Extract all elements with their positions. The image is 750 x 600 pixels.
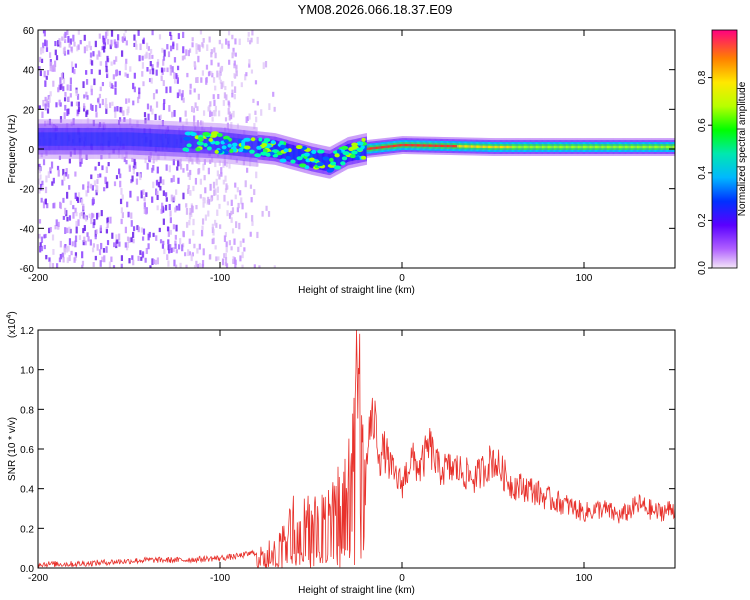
y-tick-label: 0: [28, 145, 34, 156]
spectrogram-heatmap: [38, 30, 675, 268]
x-tick-label: -200: [28, 273, 48, 284]
colorbar: [711, 29, 738, 269]
x-axis-label: Height of straight line (km): [298, 585, 415, 596]
colorbar-tick-label: 0.4: [697, 165, 708, 179]
x-tick-label: -100: [210, 273, 230, 284]
colorbar-tick-label: 0.2: [697, 213, 708, 227]
y-tick-label: 60: [23, 26, 35, 37]
x-tick-label: 100: [576, 273, 593, 284]
y-axis-label: SNR (10 * v/v): [7, 417, 18, 481]
x-tick-label: -100: [210, 573, 230, 584]
y-tick-label: 0.4: [20, 485, 34, 496]
y-tick-label: 0.0: [20, 564, 34, 575]
x-tick-label: -200: [28, 573, 48, 584]
colorbar-tick-label: 0.8: [697, 70, 708, 84]
y-tick-label: 20: [23, 105, 35, 116]
colorbar-tick-label: 0.0: [697, 261, 708, 275]
x-tick-label: 100: [576, 573, 593, 584]
y-tick-label: 1.0: [20, 366, 34, 377]
x-axis-label: Height of straight line (km): [298, 285, 415, 296]
x-tick-label: 0: [399, 573, 405, 584]
y-axis-label: Frequency (Hz): [7, 115, 18, 184]
y-tick-label: 0.8: [20, 405, 34, 416]
x-tick-label: 0: [399, 273, 405, 284]
y-tick-label: 0.2: [20, 524, 34, 535]
y-tick-label: 40: [23, 66, 35, 77]
y-tick-label: 1.2: [20, 326, 34, 337]
snr-background: [38, 330, 675, 568]
y-tick-label: -20: [20, 185, 35, 196]
colorbar-label: Normalized spectral amplitude: [737, 81, 748, 216]
y-exponent-label: (x104): [6, 311, 18, 338]
y-tick-label: -40: [20, 224, 35, 235]
y-tick-label: 0.6: [20, 445, 34, 456]
colorbar-tick-label: 0.6: [697, 118, 708, 132]
snr-plot: [38, 330, 675, 568]
snr-line: [38, 330, 675, 568]
chart-title: YM08.2026.066.18.37.E09: [297, 2, 453, 17]
y-tick-label: -60: [20, 264, 35, 275]
